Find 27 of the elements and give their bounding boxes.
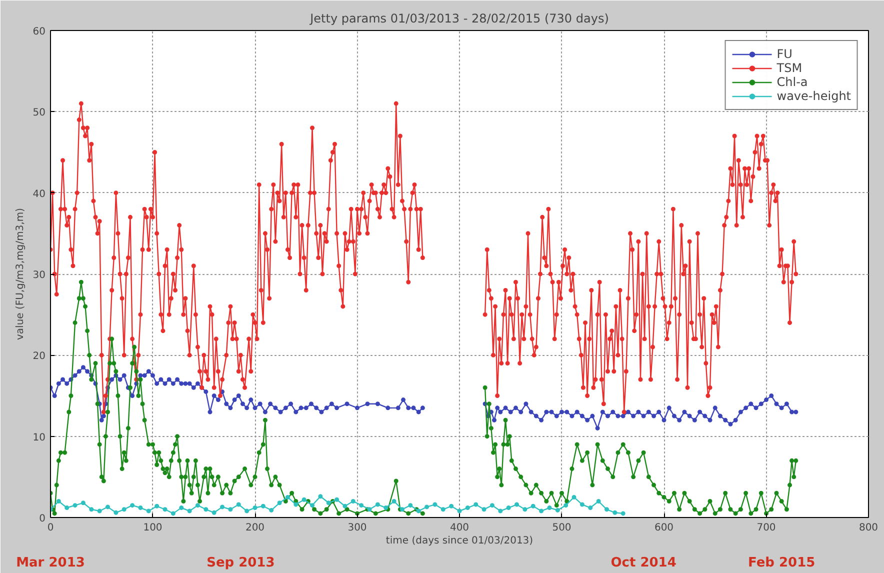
x-axis-title: time (days since 01/03/2013) bbox=[386, 536, 534, 546]
y-tick-label: 0 bbox=[39, 514, 46, 524]
chart-title: Jetty params 01/03/2013 - 28/02/2015 (730 days) bbox=[309, 12, 609, 26]
y-tick-label: 60 bbox=[32, 26, 46, 38]
x-tick-label: 100 bbox=[143, 522, 162, 534]
y-tick-label: 10 bbox=[32, 432, 46, 444]
legend-label: FU bbox=[776, 47, 794, 61]
x-tick-label: 300 bbox=[348, 522, 367, 534]
x-tick-label: 700 bbox=[756, 522, 776, 534]
x-tick-label: 800 bbox=[858, 522, 878, 534]
x-tick-label: 600 bbox=[654, 522, 674, 534]
y-tick-label: 40 bbox=[32, 188, 46, 200]
x2-tick-label: Mar 2013 bbox=[16, 556, 85, 570]
x-tick-label: 200 bbox=[245, 522, 265, 534]
x-tick-label: 0 bbox=[47, 522, 54, 534]
y-tick-label: 50 bbox=[32, 108, 46, 119]
x-tick-label: 500 bbox=[552, 522, 572, 534]
legend-label: TSM bbox=[776, 61, 802, 75]
y-tick-label: 20 bbox=[32, 351, 46, 362]
legend-label: Chl-a bbox=[776, 75, 808, 89]
x2-tick-label: Feb 2015 bbox=[748, 556, 816, 570]
x2-tick-label: Sep 2013 bbox=[206, 556, 275, 570]
legend-label: wave-height bbox=[776, 89, 851, 103]
x-tick-label: 400 bbox=[450, 522, 470, 534]
y-axis-title: value (FU,g/m3,mg/m3,m) bbox=[14, 208, 26, 340]
y-tick-label: 30 bbox=[32, 270, 46, 281]
x2-tick-label: Oct 2014 bbox=[610, 556, 676, 570]
